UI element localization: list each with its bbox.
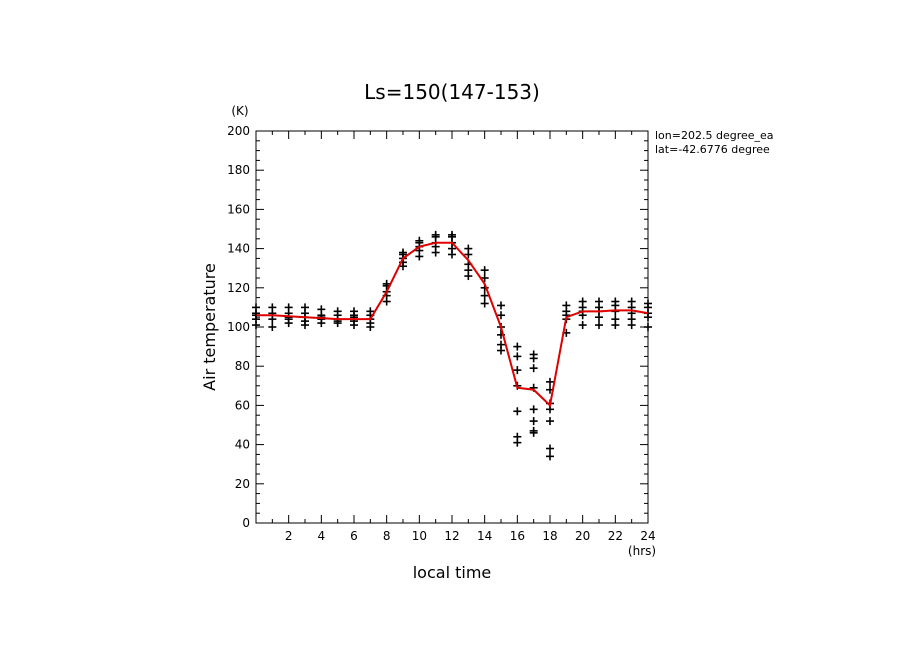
- data-point: [513, 342, 522, 351]
- annotation-lat: lat=-42.6776 degree: [655, 143, 770, 156]
- data-point: [301, 303, 309, 312]
- data-point: [268, 323, 277, 331]
- y-tick-label: 20: [235, 477, 250, 491]
- x-tick-label: 16: [510, 529, 525, 543]
- x-tick-label: 14: [477, 529, 492, 543]
- data-point: [399, 248, 407, 257]
- data-point: [431, 230, 440, 239]
- y-unit-label: (K): [231, 104, 248, 118]
- data-point: [448, 230, 456, 239]
- data-point: [497, 340, 505, 349]
- y-tick-label: 40: [235, 438, 250, 452]
- x-tick-label: 24: [640, 529, 655, 543]
- data-point: [611, 315, 620, 324]
- data-point: [578, 321, 587, 330]
- data-point: [497, 311, 505, 320]
- data-point: [513, 352, 522, 361]
- chart-title: Ls=150(147-153): [364, 80, 540, 104]
- x-tick-label: 22: [608, 529, 623, 543]
- x-tick-label: 10: [412, 529, 427, 543]
- y-tick-label: 140: [227, 242, 250, 256]
- x-tick-label: 8: [383, 529, 391, 543]
- mean-line: [256, 241, 649, 408]
- y-tick-label: 100: [227, 320, 250, 334]
- data-point: [333, 307, 342, 316]
- data-point: [497, 301, 505, 310]
- data-point: [595, 297, 603, 306]
- x-axis-label: local time: [413, 563, 492, 582]
- x-unit-label: (hrs): [628, 544, 656, 558]
- data-point: [562, 301, 571, 310]
- y-tick-label: 160: [227, 202, 250, 216]
- data-point: [627, 297, 636, 306]
- data-point: [529, 350, 538, 359]
- y-tick-label: 180: [227, 163, 250, 177]
- data-point: [513, 407, 522, 416]
- data-point: [464, 244, 473, 253]
- data-point: [546, 417, 554, 426]
- data-point: [317, 305, 326, 314]
- annotation-lon: lon=202.5 degree_ea: [655, 129, 774, 142]
- data-point: [382, 279, 391, 288]
- x-tick-label: 18: [542, 529, 557, 543]
- x-tick-label: 12: [444, 529, 459, 543]
- y-axis-label: Air temperature: [200, 263, 219, 391]
- data-point: [415, 236, 424, 245]
- data-point: [529, 426, 538, 435]
- plot-frame: [255, 130, 649, 524]
- data-point: [578, 297, 587, 306]
- y-tick-label: 200: [227, 124, 250, 138]
- data-point: [546, 444, 554, 453]
- data-point: [268, 303, 277, 312]
- data-point: [284, 303, 293, 312]
- data-point: [529, 364, 538, 373]
- x-tick-label: 4: [318, 529, 326, 543]
- x-tick-label: 6: [350, 529, 358, 543]
- data-point: [350, 307, 358, 316]
- data-point: [480, 299, 489, 308]
- data-point: [546, 377, 554, 386]
- data-point: [611, 297, 620, 306]
- data-point: [480, 266, 489, 275]
- data-point: [480, 291, 489, 300]
- x-tick-label: 2: [285, 529, 293, 543]
- data-point: [529, 405, 538, 414]
- y-tick-label: 120: [227, 281, 250, 295]
- data-point: [513, 366, 522, 375]
- data-point: [480, 274, 489, 282]
- data-point: [513, 432, 522, 441]
- data-point: [366, 307, 375, 316]
- x-tick-label: 20: [575, 529, 590, 543]
- data-point: [529, 417, 538, 426]
- data-point: [595, 321, 603, 330]
- y-tick-label: 0: [242, 516, 250, 530]
- data-point: [546, 452, 554, 461]
- y-tick-label: 80: [235, 359, 250, 373]
- y-tick-label: 60: [235, 398, 250, 412]
